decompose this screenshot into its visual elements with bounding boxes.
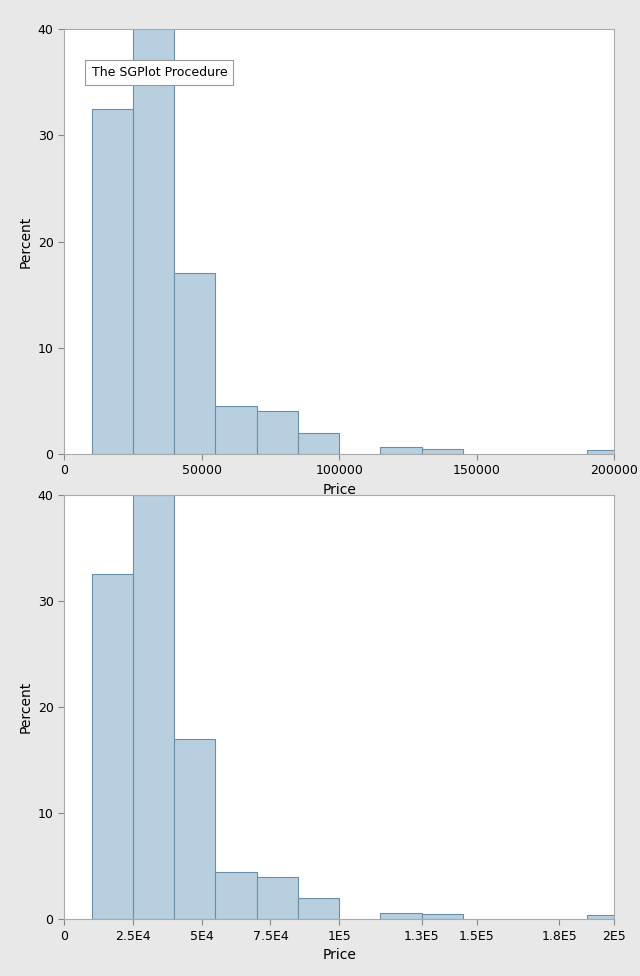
Y-axis label: Percent: Percent xyxy=(18,216,32,267)
Bar xyxy=(257,876,298,919)
Bar xyxy=(92,109,133,454)
Text: The SGPlot Procedure: The SGPlot Procedure xyxy=(92,66,227,79)
Bar xyxy=(587,450,614,454)
Bar xyxy=(380,447,422,454)
Bar xyxy=(298,898,339,919)
Bar xyxy=(92,575,133,919)
Bar xyxy=(257,411,298,454)
X-axis label: Price: Price xyxy=(323,483,356,497)
Bar xyxy=(174,273,215,454)
Y-axis label: Percent: Percent xyxy=(18,681,32,733)
Bar xyxy=(133,29,174,454)
Bar xyxy=(133,495,174,919)
X-axis label: Price: Price xyxy=(323,949,356,962)
Bar xyxy=(587,915,614,919)
Bar xyxy=(215,872,257,919)
Bar xyxy=(298,432,339,454)
Bar xyxy=(422,449,463,454)
Bar xyxy=(422,915,463,919)
Bar xyxy=(215,406,257,454)
Bar xyxy=(380,913,422,919)
Bar xyxy=(174,739,215,919)
